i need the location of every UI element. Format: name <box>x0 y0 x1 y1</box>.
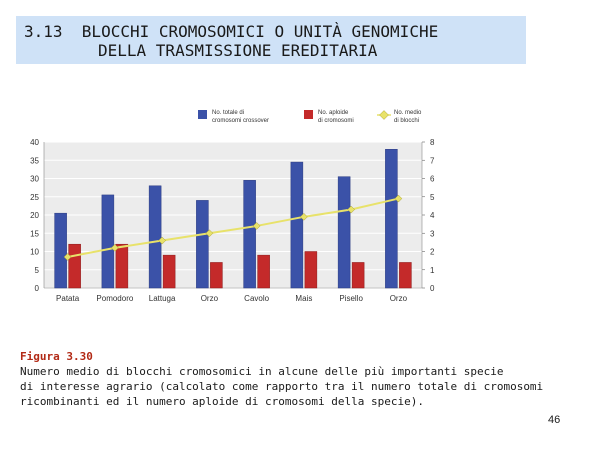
y-right-tick-label: 7 <box>430 156 435 165</box>
figure-label: Figura 3.30 <box>20 350 93 363</box>
bar-aploide <box>399 262 412 289</box>
caption-line-1: Numero medio di blocchi cromosomici in a… <box>20 365 504 378</box>
x-tick-label: Pisello <box>339 294 363 303</box>
legend-marker <box>379 110 389 120</box>
bar-aploide <box>351 262 365 289</box>
x-tick-label: Lattuga <box>149 294 176 303</box>
bar-aploide <box>257 254 270 289</box>
line-point <box>300 212 308 221</box>
bar-aploide <box>304 251 318 289</box>
y-right-tick-label: 8 <box>430 138 435 147</box>
section-title-line-1: 3.13 BLOCCHI CROMOSOMICI O UNITÀ GENOMIC… <box>24 22 439 41</box>
figure-caption: Figura 3.30 Numero medio di blocchi crom… <box>20 349 544 409</box>
y-left-tick-label: 5 <box>35 266 40 275</box>
bar-crossover <box>385 149 398 289</box>
legend-label: No. aploide <box>318 110 349 116</box>
line-point <box>158 236 166 245</box>
line-point <box>252 222 261 230</box>
legend-label: No. medio <box>394 110 422 116</box>
line-point <box>394 194 403 203</box>
y-left-tick-label: 30 <box>30 175 39 184</box>
x-tick-label: Patata <box>56 294 80 303</box>
x-tick-label: Pomodoro <box>96 294 133 303</box>
line-point <box>205 229 214 238</box>
y-right-tick-label: 2 <box>430 248 435 257</box>
bar-crossover <box>148 185 162 289</box>
section-title: 3.13 BLOCCHI CROMOSOMICI O UNITÀ GENOMIC… <box>16 16 526 64</box>
caption-line-3: ricombinanti ed il numero aploide di cro… <box>20 395 424 408</box>
bar-aploide <box>68 243 81 289</box>
bar-crossover <box>101 194 115 289</box>
bar-aploide <box>162 254 176 289</box>
legend-label: di blocchi <box>394 118 419 124</box>
x-tick-label: Cavolo <box>244 294 269 303</box>
bar-crossover <box>196 200 209 289</box>
legend-marker <box>304 110 313 119</box>
bar-aploide <box>210 262 223 289</box>
line-blocchi <box>67 197 399 258</box>
legend-label: di cromosomi <box>318 118 354 124</box>
y-right-tick-label: 0 <box>430 284 435 293</box>
caption-line-2: di interesse agrario (calcolato come rap… <box>20 380 544 393</box>
legend-label: cromosomi crossover <box>212 118 269 124</box>
y-left-tick-label: 20 <box>30 211 39 220</box>
section-title-line-2: DELLA TRASMISSIONE EREDITARIA <box>98 41 378 60</box>
bar-line-chart: 0 5 10 15 20 25 30 35 40 0 1 2 3 4 5 6 7 8 Patata Pomodoro L… <box>30 110 435 303</box>
y-left-tick-label: 40 <box>30 138 39 147</box>
y-right-tick-label: 6 <box>430 175 435 184</box>
line-point <box>63 253 72 261</box>
bar-aploide <box>115 243 129 289</box>
bar-crossover <box>337 176 351 289</box>
line-point <box>347 205 355 214</box>
y-left-tick-label: 35 <box>30 156 39 165</box>
bar-crossover <box>290 161 304 289</box>
y-left-tick-label: 15 <box>30 229 39 238</box>
y-right-tick-label: 5 <box>430 193 435 202</box>
page-number: 46 <box>548 414 561 426</box>
legend-marker <box>198 110 207 119</box>
y-left-tick-label: 0 <box>35 284 40 293</box>
y-left-tick-label: 10 <box>30 248 39 257</box>
x-tick-label: Orzo <box>390 294 408 303</box>
bar-crossover <box>54 212 67 289</box>
x-tick-label: Orzo <box>201 294 219 303</box>
y-right-tick-label: 1 <box>430 266 435 275</box>
legend-label: No. totale di <box>212 110 244 116</box>
y-right-tick-label: 3 <box>430 229 435 238</box>
x-tick-label: Mais <box>295 294 312 303</box>
y-left-tick-label: 25 <box>30 193 39 202</box>
y-right-tick-label: 4 <box>430 211 435 220</box>
line-point <box>111 243 119 252</box>
bar-crossover <box>243 180 256 289</box>
